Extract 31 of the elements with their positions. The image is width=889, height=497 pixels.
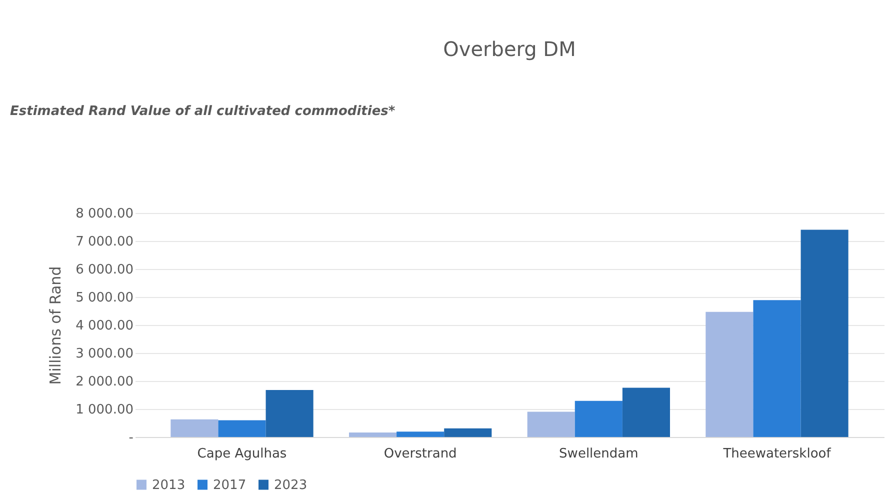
x-tick-label: Theewaterskloof <box>722 446 832 462</box>
bar <box>266 390 314 437</box>
y-tick-label: - <box>128 430 134 446</box>
bar <box>527 412 575 437</box>
bar <box>753 300 801 437</box>
bar <box>396 432 444 437</box>
bar <box>706 312 754 437</box>
y-tick-label: 7 000.00 <box>76 234 134 250</box>
y-tick-label: 6 000.00 <box>76 262 134 278</box>
chart-title: Overberg DM <box>443 37 576 61</box>
y-tick-label: 5 000.00 <box>76 290 134 306</box>
x-tick-label: Cape Agulhas <box>197 446 287 462</box>
legend-label: 2013 <box>152 478 186 493</box>
y-tick-label: 8 000.00 <box>76 206 134 222</box>
y-axis-title: Millions of Rand <box>46 266 65 385</box>
legend-label: 2023 <box>274 478 308 493</box>
bar <box>444 428 492 437</box>
bar <box>170 419 218 437</box>
y-tick-label: 1 000.00 <box>76 402 134 418</box>
x-tick-label: Overstrand <box>384 446 457 462</box>
bar <box>622 388 670 437</box>
y-tick-label: 3 000.00 <box>76 346 134 362</box>
bar <box>574 400 622 437</box>
x-tick-label: Swellendam <box>559 446 638 462</box>
legend-label: 2017 <box>213 478 246 493</box>
text: Estimated Rand Value of all cultivated commodities* <box>10 104 396 119</box>
y-tick-label: 4 000.00 <box>76 318 134 334</box>
bar <box>800 230 848 437</box>
bar <box>349 432 397 437</box>
y-tick-label: 2 000.00 <box>76 374 134 390</box>
bar <box>218 420 266 437</box>
